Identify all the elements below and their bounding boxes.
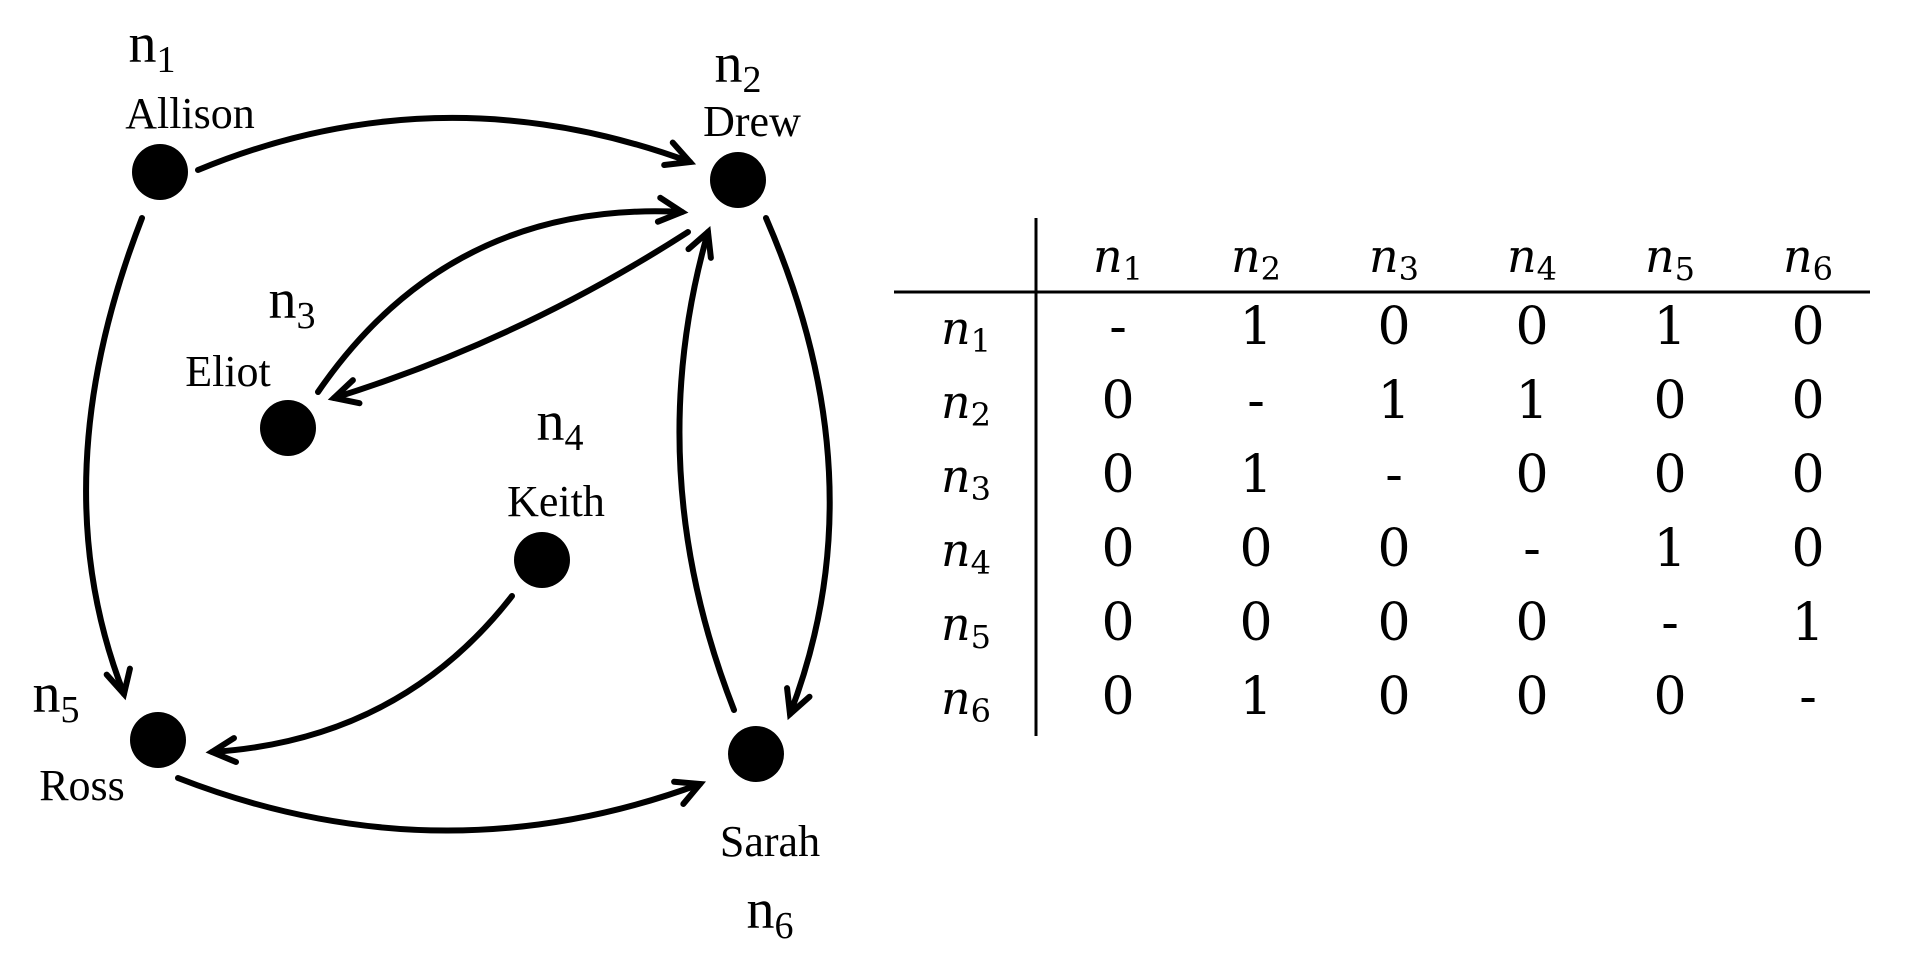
- arrowhead-n6-to-n2: [685, 225, 714, 261]
- table-cell-n1-n5: 1: [1653, 297, 1686, 357]
- table-cell-n5-n6: 1: [1791, 593, 1824, 653]
- node-n1: [132, 144, 188, 200]
- table-cell-n6-n2: 1: [1239, 667, 1272, 727]
- table-cell-n4-n3: 0: [1377, 519, 1410, 579]
- table-column-header-n1: n1: [1093, 229, 1143, 288]
- node-n2: [710, 152, 766, 208]
- table-cell-n1-n6: 0: [1791, 297, 1824, 357]
- table-cell-n4-n6: 0: [1791, 519, 1824, 579]
- table-cell-n4-n2: 0: [1239, 519, 1272, 579]
- table-cell-n1-n3: 0: [1377, 297, 1410, 357]
- table-cell-n5-n1: 0: [1101, 593, 1134, 653]
- table-cell-n6-n5: 0: [1653, 667, 1686, 727]
- table-row-header-n2: n2: [941, 375, 991, 434]
- table-row-header-n5: n5: [941, 597, 991, 656]
- node-name-label-n6: Sarah: [720, 817, 820, 866]
- table-cell-n4-n4: -: [1523, 519, 1541, 579]
- table-cell-n2-n2: -: [1247, 371, 1265, 431]
- table-column-header-n5: n5: [1645, 229, 1695, 288]
- table-cell-n5-n4: 0: [1515, 593, 1548, 653]
- table-cell-n3-n2: 1: [1239, 445, 1272, 505]
- edge-n5-to-n6: [175, 775, 703, 834]
- arrowhead-n4-to-n5: [205, 735, 239, 766]
- table-cell-n5-n3: 0: [1377, 593, 1410, 653]
- edge-n1-to-n2: [195, 114, 693, 173]
- table-cell-n1-n2: 1: [1239, 297, 1272, 357]
- edges-layer: [83, 114, 833, 834]
- table-row-header-n3: n3: [941, 449, 991, 508]
- table-cell-n6-n1: 0: [1101, 667, 1134, 727]
- table-cell-n4-n1: 0: [1101, 519, 1134, 579]
- node-name-label-n2: Drew: [703, 97, 801, 146]
- edge-n3-to-n2: [315, 208, 685, 395]
- node-id-label-n6: n6: [747, 879, 794, 947]
- table-column-header-n6: n6: [1783, 229, 1833, 288]
- table-column-header-n2: n2: [1231, 229, 1281, 288]
- arrowhead-n5-to-n6: [671, 778, 706, 807]
- table-cell-n2-n1: 0: [1101, 371, 1134, 431]
- table-row-header-n1: n1: [941, 301, 991, 360]
- node-id-label-n4: n4: [537, 391, 584, 459]
- arrowhead-n2-to-n6: [784, 685, 813, 721]
- table-row-header-n6: n6: [941, 671, 991, 730]
- table-cell-n2-n6: 0: [1791, 371, 1824, 431]
- node-n5: [130, 712, 186, 768]
- table-cell-n6-n6: -: [1799, 667, 1817, 727]
- table-cell-n5-n5: -: [1661, 593, 1679, 653]
- edge-n6-to-n2: [676, 229, 737, 713]
- table-cell-n1-n4: 0: [1515, 297, 1548, 357]
- table-row-header-n4: n4: [941, 523, 991, 582]
- table-cell-n2-n5: 0: [1653, 371, 1686, 431]
- node-id-label-n1: n1: [129, 13, 176, 81]
- node-n6: [728, 726, 784, 782]
- node-id-label-n3: n3: [269, 269, 316, 337]
- edge-n2-to-n3: [331, 229, 691, 401]
- table-column-header-n3: n3: [1369, 229, 1419, 288]
- adjacency-table: n1 n2 n3 n4 n5 n6 n1 - 1 0 0 1 0 n2 0 - 1 1 0 0 n3 0 1 - 0 0 0 n4 0 0…: [894, 218, 1870, 736]
- table-cell-n5-n2: 0: [1239, 593, 1272, 653]
- node-name-label-n1: Allison: [125, 89, 255, 138]
- table-cell-n3-n3: -: [1385, 445, 1403, 505]
- node-n4: [514, 532, 570, 588]
- table-column-header-n4: n4: [1507, 229, 1557, 288]
- arrowhead-n3-to-n2: [654, 194, 689, 225]
- table-cell-n3-n6: 0: [1791, 445, 1824, 505]
- node-n3: [260, 400, 316, 456]
- arrowhead-n1-to-n2: [661, 139, 697, 168]
- edge-n2-to-n6: [763, 215, 833, 717]
- node-id-label-n5: n5: [33, 663, 80, 731]
- table-cell-n3-n1: 0: [1101, 445, 1134, 505]
- table-cell-n4-n5: 1: [1653, 519, 1686, 579]
- table-cell-n6-n4: 0: [1515, 667, 1548, 727]
- table-cell-n6-n3: 0: [1377, 667, 1410, 727]
- table-cell-n3-n5: 0: [1653, 445, 1686, 505]
- arrowhead-n2-to-n3: [327, 377, 363, 407]
- table-cell-n2-n3: 1: [1377, 371, 1410, 431]
- table-cell-n2-n4: 1: [1515, 371, 1548, 431]
- node-name-label-n5: Ross: [39, 761, 125, 810]
- arrowhead-n1-to-n5: [103, 665, 133, 701]
- node-name-label-n3: Eliot: [185, 347, 271, 396]
- table-cell-n3-n4: 0: [1515, 445, 1548, 505]
- edge-n4-to-n5: [209, 593, 515, 755]
- edge-n1-to-n5: [83, 215, 145, 697]
- node-name-label-n4: Keith: [507, 477, 605, 526]
- table-cell-n1-n1: -: [1109, 297, 1127, 357]
- node-id-label-n2: n2: [715, 33, 762, 101]
